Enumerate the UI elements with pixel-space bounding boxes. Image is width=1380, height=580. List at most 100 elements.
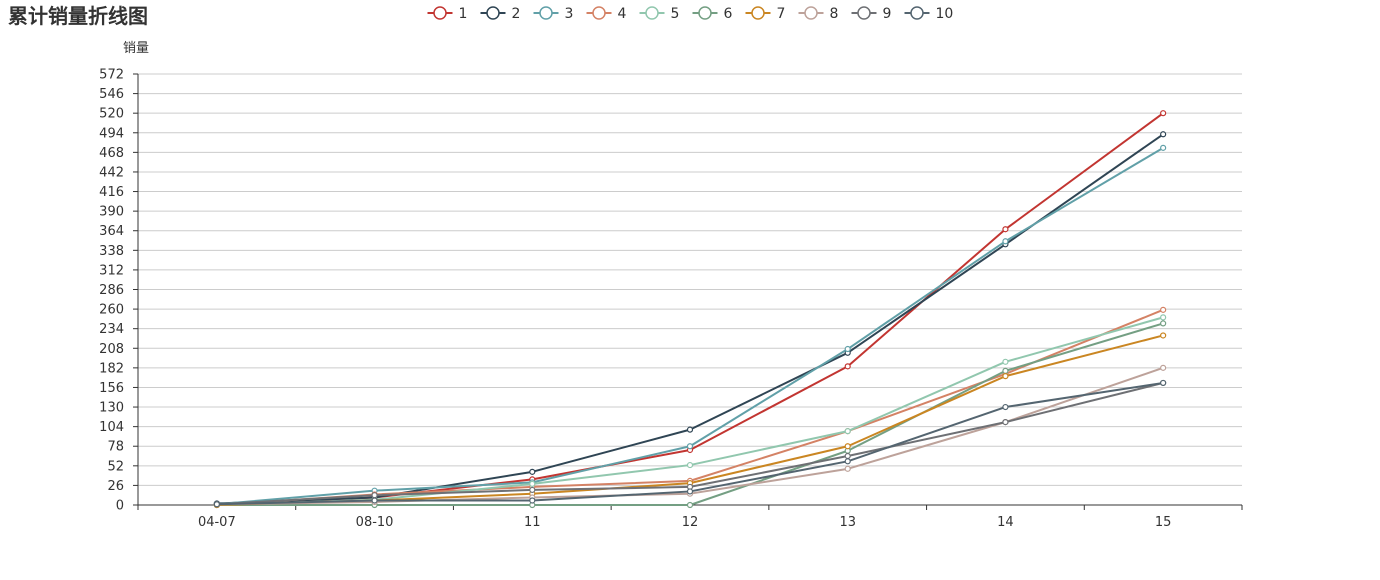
legend-circle-icon [433,6,447,20]
data-point[interactable] [844,452,851,460]
data-point[interactable] [1160,306,1167,313]
data-point[interactable] [529,497,536,504]
legend-circle-icon [539,6,553,20]
x-tick-label: 08-10 [356,515,394,530]
y-tick-label: 546 [99,87,124,102]
data-point[interactable] [1160,314,1167,321]
legend-circle-icon [751,6,765,20]
y-tick-label: 52 [107,459,124,474]
data-point[interactable] [1160,332,1167,339]
y-tick-label: 0 [116,499,124,514]
data-point[interactable] [1160,379,1167,387]
y-tick-label: 78 [107,440,124,455]
legend-item-5[interactable]: 5 [639,6,680,22]
y-tick-label: 364 [99,224,124,239]
y-tick-label: 26 [107,479,124,494]
legend-circle-icon [698,6,712,20]
data-point[interactable] [371,492,378,499]
data-point[interactable] [844,443,851,450]
data-point[interactable] [1160,144,1167,151]
y-tick-label: 468 [99,146,124,161]
data-point[interactable] [1002,373,1009,380]
data-point[interactable] [529,486,536,494]
y-tick-label: 494 [99,126,124,141]
legend-item-9[interactable]: 9 [851,6,892,22]
legend-item-7[interactable]: 7 [745,6,786,22]
legend-label: 1 [459,6,468,22]
legend-circle-icon [645,6,659,20]
legend-item-4[interactable]: 4 [586,6,627,22]
legend-label: 9 [883,6,892,22]
x-tick-label: 04-07 [198,515,236,530]
data-point[interactable] [686,488,694,495]
data-point[interactable] [686,426,694,433]
data-point[interactable] [213,501,220,508]
data-point[interactable] [1160,364,1167,371]
y-tick-label: 130 [99,401,124,416]
y-tick-label: 208 [99,342,124,357]
y-tick-label: 572 [99,68,124,83]
y-tick-label: 312 [99,263,124,278]
legend[interactable]: 1 2 3 4 5 6 7 8 9 10 [427,6,954,22]
legend-item-6[interactable]: 6 [692,6,733,22]
y-tick-label: 520 [99,107,124,122]
x-tick-label: 12 [682,515,699,530]
legend-label: 6 [724,6,733,22]
legend-circle-icon [857,6,871,20]
data-point[interactable] [844,363,851,370]
legend-label: 4 [618,6,627,22]
data-point[interactable] [844,345,851,353]
legend-label: 2 [512,6,521,22]
data-point[interactable] [844,428,851,435]
y-tick-label: 416 [99,185,124,200]
axes: 0 26 52 78 104 130 156 182 208 234 260 286 312 338 364… [99,68,1243,530]
chart-title: 累计销量折线图 [8,4,148,28]
data-point[interactable] [1002,367,1009,374]
series-lines [213,110,1167,509]
legend-label: 10 [936,6,954,22]
grid-lines [138,73,1242,486]
y-tick-label: 234 [99,322,124,337]
data-point[interactable] [1002,238,1009,245]
legend-circle-icon [592,6,606,20]
y-tick-label: 442 [99,165,124,180]
legend-circle-icon [804,6,818,20]
y-axis-label: 销量 [123,41,149,56]
y-tick-label: 182 [99,361,124,376]
data-point[interactable] [844,465,851,472]
data-point[interactable] [529,468,536,475]
data-point[interactable] [1002,358,1009,365]
series-line [216,316,1164,506]
x-tick-label: 14 [997,515,1014,530]
legend-circle-icon [486,6,500,20]
legend-item-1[interactable]: 1 [427,6,468,22]
legend-item-10[interactable]: 10 [904,6,954,22]
data-point[interactable] [686,461,694,469]
y-tick-label: 390 [99,205,124,220]
series-7 [213,332,1167,509]
legend-item-8[interactable]: 8 [798,6,839,22]
data-point[interactable] [1002,403,1009,411]
y-tick-label: 260 [99,303,124,318]
y-tick-label: 104 [99,420,124,435]
series-line [216,322,1164,506]
data-point[interactable] [371,497,378,504]
legend-item-3[interactable]: 3 [533,6,574,22]
data-point[interactable] [686,501,694,509]
data-point[interactable] [1002,226,1009,233]
data-point[interactable] [1160,110,1167,117]
legend-label: 7 [777,6,786,22]
x-tick-label: 13 [839,515,856,530]
y-tick-label: 286 [99,283,124,298]
data-point[interactable] [1002,419,1009,426]
data-point[interactable] [844,458,851,465]
data-point[interactable] [686,443,694,450]
y-tick-label: 338 [99,244,124,259]
data-point[interactable] [1160,320,1167,327]
legend-item-2[interactable]: 2 [480,6,521,22]
legend-label: 5 [671,6,680,22]
data-point[interactable] [529,480,536,488]
legend-circle-icon [910,6,924,20]
data-point[interactable] [1160,131,1167,138]
y-tick-label: 156 [99,381,124,396]
